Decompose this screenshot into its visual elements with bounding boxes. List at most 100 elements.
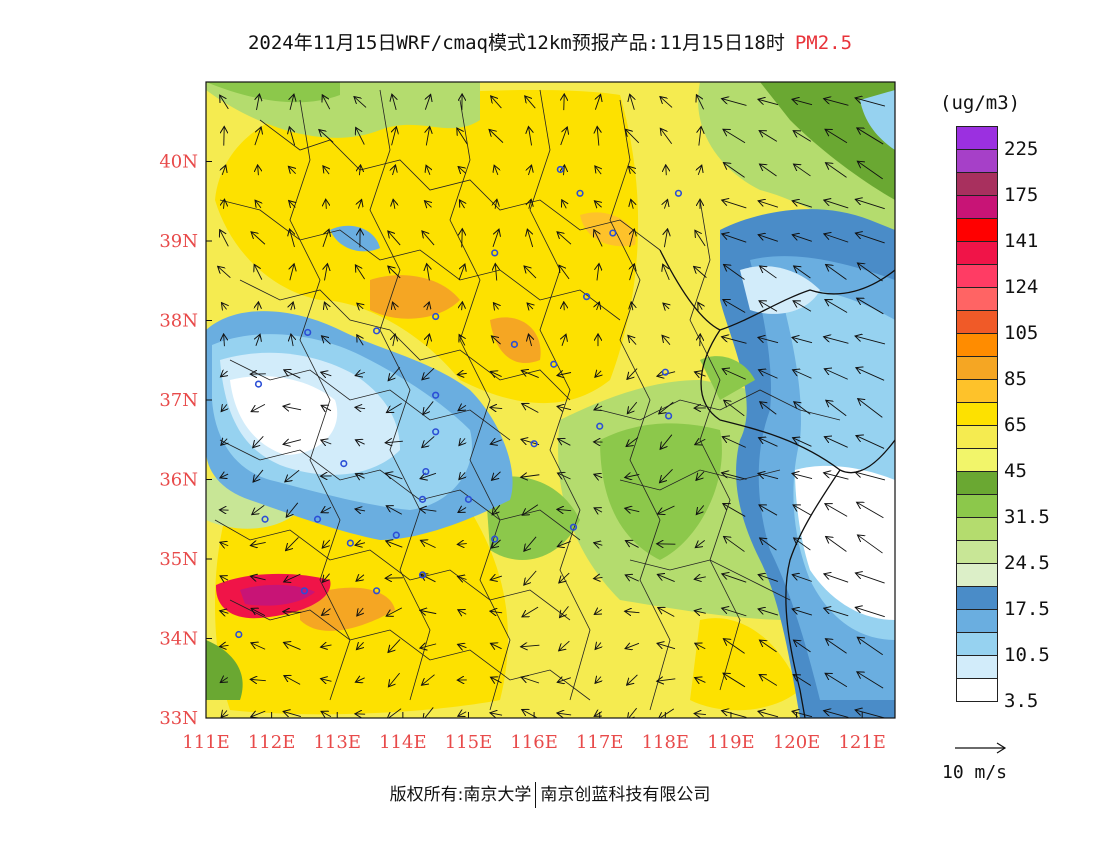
wind-vector	[825, 300, 848, 313]
wind-vector	[495, 199, 497, 209]
wind-vector	[462, 229, 463, 248]
wind-vector	[722, 369, 746, 380]
wind-vector	[723, 163, 745, 178]
wind-vector	[527, 303, 533, 309]
wind-vector	[457, 576, 467, 579]
wind-vectors	[218, 94, 886, 718]
wind-vector	[522, 606, 539, 617]
wind-vector	[824, 337, 849, 344]
wind-vector	[825, 639, 847, 654]
wind-vector	[699, 126, 701, 146]
wind-vector	[793, 438, 812, 447]
legend-label: 65	[1004, 414, 1027, 436]
wind-vector	[356, 642, 363, 649]
wind-vector	[283, 406, 302, 410]
wind-vector	[492, 504, 501, 515]
wind-vector	[420, 610, 437, 613]
legend-color-box	[956, 494, 998, 517]
wind-vector	[659, 468, 673, 482]
wind-vector	[284, 370, 301, 379]
wind-vector	[491, 539, 501, 548]
wind-vector	[321, 711, 332, 716]
wind-vector	[824, 99, 849, 106]
legend-color-box	[956, 425, 998, 448]
wind-vector	[355, 678, 365, 682]
wind-vector	[256, 334, 260, 346]
wind-vector	[322, 573, 329, 583]
monitoring-site-marker	[340, 460, 348, 468]
wind-vector	[322, 229, 329, 247]
wind-vector	[625, 541, 639, 548]
wind-vector	[357, 607, 363, 616]
wind-vector	[220, 542, 229, 546]
wind-vector	[283, 440, 302, 445]
wind-vector	[288, 166, 295, 173]
wind-vector	[824, 473, 849, 480]
wind-vector	[626, 437, 639, 446]
wind-vector	[457, 373, 467, 374]
wind-vector	[224, 334, 225, 347]
wind-vector	[425, 94, 430, 110]
wind-vector	[759, 131, 778, 142]
wind-vector	[521, 439, 540, 446]
wind-vector	[218, 266, 231, 279]
monitoring-site-marker	[254, 380, 263, 388]
monitoring-site-marker	[392, 531, 400, 539]
wind-vector	[529, 199, 531, 209]
wind-vector	[290, 264, 294, 281]
wind-vector	[355, 474, 365, 479]
monitoring-site-marker	[432, 312, 440, 321]
wind-vector	[560, 606, 569, 617]
wind-vector	[355, 440, 365, 444]
wind-vector	[252, 504, 265, 514]
monitoring-site-marker	[556, 165, 564, 174]
monitoring-site-marker	[491, 535, 499, 543]
title-pollutant: PM2.5	[794, 32, 853, 54]
wind-vector	[524, 266, 537, 279]
wind-vector	[457, 544, 467, 545]
wind-vector	[420, 540, 436, 549]
concentration-field	[206, 82, 895, 718]
lat-tick-label: 39N	[159, 231, 198, 252]
wind-vector	[631, 302, 633, 311]
wind-vector	[392, 302, 395, 311]
wind-vector	[322, 609, 331, 616]
wind-vector	[660, 434, 673, 450]
monitoring-site-marker	[530, 440, 538, 448]
wind-vector	[794, 266, 811, 279]
wind-vector	[855, 199, 885, 210]
wind-vector	[220, 371, 227, 377]
wind-vector	[388, 639, 401, 652]
wind-vector	[628, 335, 637, 345]
wind-vector	[594, 712, 602, 717]
monitoring-site-marker	[373, 327, 381, 335]
wind-vector	[392, 127, 397, 146]
wind-vector	[388, 672, 400, 687]
wind-vector	[793, 301, 812, 312]
wind-vector	[722, 711, 747, 718]
wind-vector	[597, 264, 599, 281]
monitoring-site-marker	[422, 467, 430, 476]
wind-vector	[251, 711, 266, 717]
wind-vector	[220, 474, 229, 478]
wind-vector	[855, 233, 885, 244]
wind-vector	[356, 127, 365, 145]
wind-vector	[421, 674, 435, 686]
wind-vector	[857, 128, 884, 145]
wind-vector	[251, 403, 266, 411]
wind-vector	[855, 336, 886, 345]
wind-vector	[291, 302, 293, 311]
wind-vector	[758, 575, 778, 582]
monitoring-site-marker	[418, 571, 427, 579]
lon-tick-label: 112E	[248, 732, 296, 753]
wind-vector	[696, 471, 705, 481]
wind-vector	[760, 402, 777, 415]
wind-vector	[459, 438, 465, 445]
legend-color-box	[956, 563, 998, 586]
wind-vector	[250, 576, 266, 580]
wind-vector	[660, 97, 673, 108]
wind-vector	[696, 505, 705, 514]
wind-vector	[458, 712, 467, 716]
wind-vector	[855, 573, 885, 584]
wind-vector	[522, 404, 539, 413]
